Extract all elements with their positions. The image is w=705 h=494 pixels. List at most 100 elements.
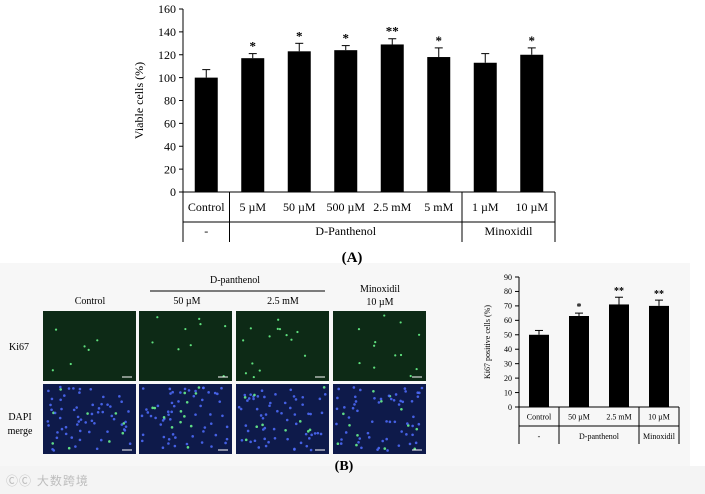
dapi-nucleus: [293, 447, 296, 451]
dapi-nucleus: [420, 386, 424, 390]
dapi-nucleus: [200, 398, 204, 402]
dapi-nucleus: [78, 391, 81, 394]
dapi-nucleus: [411, 424, 414, 428]
microscopy-minoxidil-label: Minoxidil: [360, 284, 400, 295]
dapi-nucleus: [246, 429, 250, 433]
dapi-image-tile: [333, 384, 426, 454]
dapi-nucleus: [70, 436, 74, 439]
dapi-nucleus: [183, 387, 187, 391]
dapi-nucleus: [399, 399, 402, 403]
dapi-nucleus: [77, 420, 81, 423]
ki67-positive-cell: [87, 348, 90, 351]
panel-b-significance-mark: **: [654, 289, 664, 300]
dapi-nucleus: [308, 428, 312, 432]
dapi-nucleus: [141, 387, 145, 390]
dapi-nucleus: [412, 415, 415, 419]
dapi-nucleus: [260, 389, 264, 392]
panel-a-bar: [380, 44, 404, 192]
dapi-nucleus: [76, 415, 80, 419]
dapi-nucleus: [400, 407, 403, 411]
panel-b-y-axis-label: Ki67 positive cells (%): [483, 305, 492, 379]
dapi-nucleus: [267, 440, 270, 444]
dapi-nucleus: [46, 420, 50, 423]
dapi-nucleus: [379, 397, 383, 401]
microscopy-row-label: merge: [8, 426, 33, 437]
dapi-nucleus: [319, 432, 323, 436]
ki67-positive-cell: [374, 341, 377, 344]
panel-a-category-label: 2.5 mM: [373, 200, 411, 214]
dapi-nucleus: [316, 431, 320, 435]
dapi-nucleus: [101, 410, 105, 414]
dapi-nucleus: [156, 404, 160, 408]
ki67-positive-cell: [399, 321, 402, 324]
dapi-nucleus: [100, 402, 103, 406]
dapi-nucleus: [225, 425, 229, 429]
dapi-nucleus: [153, 406, 157, 410]
ki67-positive-cell: [156, 316, 159, 319]
dapi-nucleus: [414, 441, 418, 445]
ki67-positive-cell: [96, 339, 99, 342]
dapi-nucleus: [120, 423, 124, 426]
dapi-nucleus: [53, 411, 57, 415]
dapi-nucleus: [353, 395, 357, 399]
dapi-nucleus: [118, 395, 121, 398]
dapi-nucleus: [171, 390, 174, 394]
dapi-nucleus: [268, 404, 271, 408]
panel-a-group-label: D-Panthenol: [315, 224, 376, 238]
panel-a-bar: [334, 50, 358, 192]
dapi-nucleus: [179, 391, 182, 394]
panel-a-y-tick-label: 60: [164, 117, 176, 131]
dapi-nucleus: [216, 392, 219, 396]
dapi-nucleus: [58, 416, 62, 420]
ki67-positive-cell: [415, 367, 418, 371]
dapi-nucleus: [400, 430, 403, 433]
dapi-nucleus: [301, 395, 305, 399]
dapi-nucleus: [360, 446, 363, 450]
dapi-nucleus: [154, 416, 157, 420]
dapi-nucleus: [51, 442, 55, 445]
dapi-nucleus: [95, 447, 99, 451]
dapi-nucleus: [162, 416, 166, 419]
dapi-nucleus: [253, 393, 256, 397]
dapi-nucleus: [67, 446, 71, 450]
dapi-nucleus: [183, 391, 187, 395]
dapi-nucleus: [60, 407, 63, 411]
panel-a-y-tick-label: 120: [158, 48, 176, 62]
panel-b-bar: [649, 305, 669, 407]
microscopy-col-label: 2.5 mM: [267, 296, 299, 307]
ki67-positive-cell: [54, 328, 58, 331]
dapi-nucleus: [51, 447, 54, 451]
dapi-nucleus: [408, 442, 412, 446]
dapi-nucleus: [307, 412, 310, 416]
panel-b-label: (B): [335, 459, 354, 474]
dapi-nucleus: [306, 430, 310, 433]
dapi-nucleus: [112, 417, 116, 421]
dapi-nucleus: [249, 440, 252, 444]
dapi-nucleus: [261, 423, 264, 427]
dapi-nucleus: [199, 404, 202, 408]
dapi-nucleus: [78, 387, 82, 391]
dapi-nucleus: [122, 422, 126, 425]
dapi-nucleus: [172, 404, 176, 408]
dapi-nucleus: [56, 431, 59, 434]
microscopy-col-label: Control: [75, 296, 106, 307]
ki67-positive-cell: [242, 339, 245, 342]
dapi-nucleus: [377, 446, 381, 450]
ki67-positive-cell: [224, 325, 227, 328]
panel-b-y-tick-label: 30: [504, 359, 512, 368]
dapi-nucleus: [174, 436, 177, 439]
ki67-positive-cell: [177, 348, 180, 351]
dapi-nucleus: [309, 448, 313, 452]
panel-a-category-label: 50 µM: [283, 200, 316, 214]
dapi-nucleus: [145, 408, 148, 411]
panel-a-significance-mark: *: [436, 33, 443, 48]
dapi-nucleus: [272, 427, 276, 431]
dapi-nucleus: [60, 427, 64, 431]
dapi-nucleus: [90, 412, 94, 416]
dapi-nucleus: [355, 443, 358, 447]
dapi-nucleus: [74, 445, 77, 448]
panel-a-category-label: 10 µM: [515, 200, 548, 214]
dapi-nucleus: [63, 394, 66, 397]
ki67-positive-cell: [278, 328, 282, 331]
